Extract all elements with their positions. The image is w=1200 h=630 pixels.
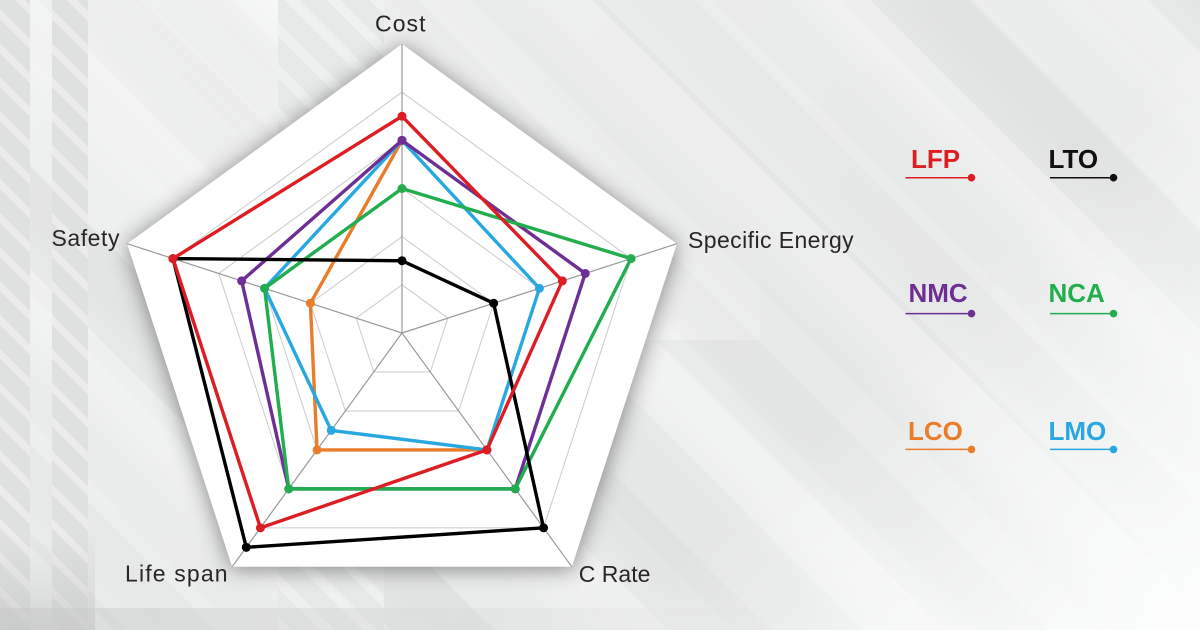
svg-text:NCA: NCA — [1049, 278, 1106, 308]
svg-text:LTO: LTO — [1049, 144, 1099, 174]
svg-text:LMO: LMO — [1049, 416, 1107, 446]
svg-text:LFP: LFP — [911, 144, 960, 174]
svg-text:Life span: Life span — [125, 561, 229, 587]
svg-text:C Rate: C Rate — [579, 561, 651, 587]
svg-text:LCO: LCO — [908, 416, 963, 446]
svg-text:Specific Energy: Specific Energy — [688, 227, 854, 253]
svg-text:Safety: Safety — [51, 225, 120, 251]
svg-text:Cost: Cost — [375, 11, 427, 37]
svg-text:NMC: NMC — [909, 278, 968, 308]
